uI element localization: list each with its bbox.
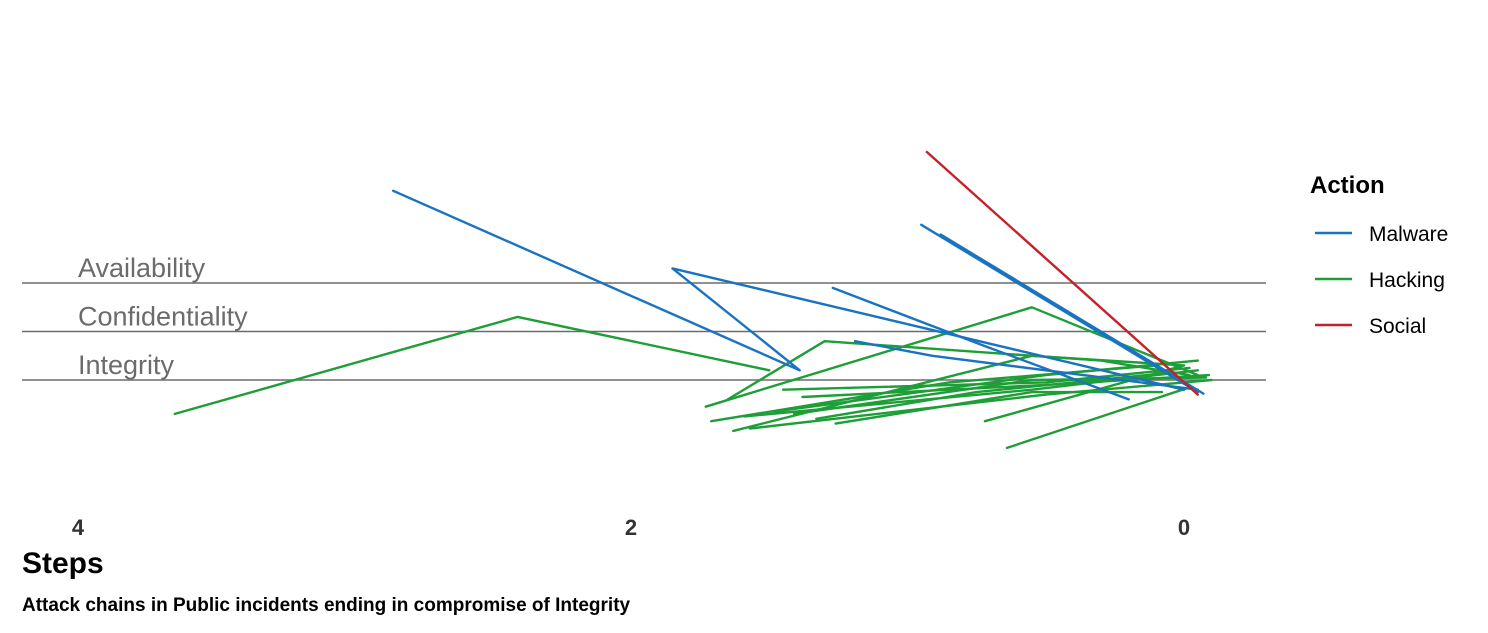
series-line-social-5 [925, 150, 1200, 396]
series-line-malware-1 [831, 286, 1130, 401]
legend-label-social: Social [1369, 315, 1426, 338]
legend: Action Malware Hacking Social [1310, 172, 1448, 338]
series-line-hacking-20 [1005, 386, 1191, 450]
series-line-hacking-19 [983, 364, 1186, 423]
reference-label-confidentiality: Confidentiality [78, 302, 248, 332]
x-axis: 4 2 0 [72, 515, 1190, 540]
reference-lines: Availability Confidentiality Integrity [22, 253, 1266, 381]
x-tick-label-2: 2 [625, 515, 637, 540]
series-line-hacking-13 [773, 359, 1200, 413]
legend-label-hacking: Hacking [1369, 269, 1445, 292]
series-line-hacking-7 [704, 306, 1200, 408]
series-line-malware-0 [392, 189, 1186, 391]
series-line-hacking-18 [781, 366, 1191, 391]
series-line-hacking-6 [173, 315, 771, 416]
chart-caption: Attack chains in Public incidents ending… [22, 595, 631, 616]
series-line-malware-2 [853, 340, 1200, 391]
series-layer [173, 150, 1213, 450]
reference-label-availability: Availability [78, 253, 206, 283]
x-tick-label-4: 4 [72, 515, 85, 540]
legend-label-malware: Malware [1369, 223, 1448, 246]
series-line-malware-3 [920, 223, 1200, 394]
x-tick-label-0: 0 [1178, 515, 1190, 540]
legend-title: Action [1310, 172, 1385, 199]
reference-label-integrity: Integrity [78, 350, 175, 380]
x-axis-title: Steps [22, 547, 104, 580]
series-line-malware-4 [939, 233, 1205, 395]
series-line-hacking-9 [726, 340, 1191, 401]
series-line-hacking-16 [815, 371, 1172, 420]
series-line-hacking-11 [732, 354, 1186, 433]
series-line-hacking-17 [834, 390, 1164, 425]
